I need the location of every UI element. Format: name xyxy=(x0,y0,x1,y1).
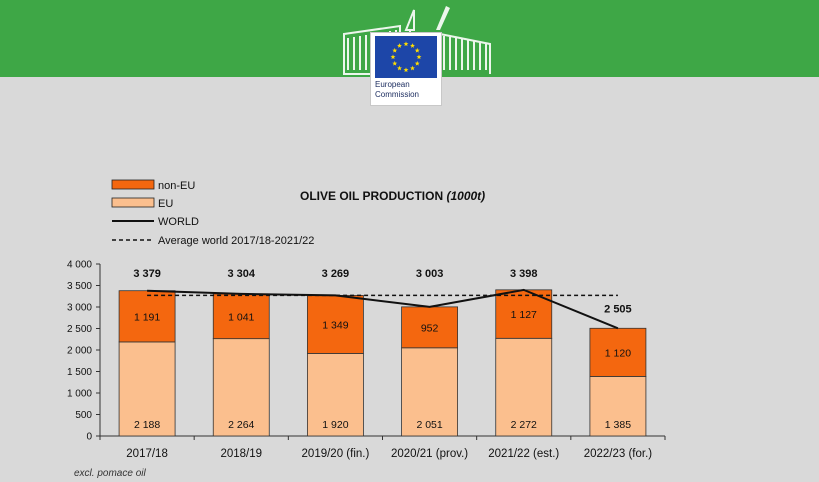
data-label-eu: 1 385 xyxy=(605,419,631,431)
data-label-eu: 2 188 xyxy=(134,419,160,431)
flag-star xyxy=(397,43,402,48)
flag-star xyxy=(410,43,415,48)
data-label-world: 3 379 xyxy=(133,268,161,280)
y-tick-label: 1 000 xyxy=(67,389,92,400)
data-label-non-eu: 1 041 xyxy=(228,311,254,323)
y-tick-label: 3 500 xyxy=(67,281,92,292)
flag-star xyxy=(403,67,409,73)
data-label-non-eu: 1 349 xyxy=(322,319,348,331)
flag-star xyxy=(392,47,398,53)
legend-swatch-non-eu xyxy=(111,179,155,190)
legend-label-average: Average world 2017/18-2021/22 xyxy=(158,235,314,247)
y-tick-label: 0 xyxy=(86,432,92,443)
data-label-world: 3 398 xyxy=(510,268,538,280)
flag-star xyxy=(403,41,409,47)
y-tick-label: 2 500 xyxy=(67,324,92,335)
y-tick-label: 3 000 xyxy=(67,303,92,314)
y-tick-label: 1 500 xyxy=(67,367,92,378)
chart-legend: non-EU EU WORLD Average world 2017/18-20… xyxy=(111,179,314,247)
flag-star xyxy=(416,54,422,60)
logo-card: European Commission xyxy=(370,32,442,106)
data-label-eu: 2 264 xyxy=(228,419,254,431)
bar-eu xyxy=(118,341,176,437)
flag-star xyxy=(410,65,415,71)
y-tick-label: 500 xyxy=(75,410,92,421)
flag-star xyxy=(390,54,396,60)
data-label-eu: 2 051 xyxy=(416,419,442,431)
bar-eu xyxy=(589,376,647,437)
data-label-world: 3 304 xyxy=(227,268,255,280)
data-label-world: 3 003 xyxy=(416,268,444,280)
data-label-non-eu: 952 xyxy=(421,322,439,334)
data-label-eu: 2 272 xyxy=(511,419,537,431)
chart-title: OLIVE OIL PRODUCTION (1000t) xyxy=(300,189,485,203)
world-line xyxy=(147,288,619,330)
x-tick-label: 2019/20 (fin.) xyxy=(302,448,370,460)
flag-star xyxy=(397,65,402,71)
bar-non-eu xyxy=(589,327,647,377)
data-label-non-eu: 1 127 xyxy=(511,309,537,321)
flag-star xyxy=(392,60,398,66)
data-label-non-eu: 1 120 xyxy=(605,347,631,359)
data-label-world: 2 505 xyxy=(604,303,632,315)
x-tick-label: 2020/21 (prov.) xyxy=(391,448,468,460)
bar-non-eu xyxy=(401,306,458,349)
eu-flag-icon xyxy=(375,36,437,78)
legend-label-non-eu: non-EU xyxy=(158,180,195,192)
x-tick-label: 2022/23 (for.) xyxy=(584,448,653,460)
x-tick-label: 2021/22 (est.) xyxy=(488,448,559,460)
x-tick-label: 2017/18 xyxy=(126,448,168,460)
chart-bars xyxy=(118,289,647,437)
bar-non-eu xyxy=(118,290,176,343)
y-tick-label: 4 000 xyxy=(67,260,92,271)
y-tick-label: 2 000 xyxy=(67,346,92,357)
footnote: excl. pomace oil xyxy=(74,468,146,479)
european-commission-logo: European Commission xyxy=(340,4,494,106)
bar-eu xyxy=(401,347,458,437)
logo-text: European Commission xyxy=(375,80,420,99)
legend-swatch-eu xyxy=(111,197,155,208)
chart-labels: 2 188 1 191 2 264 1 041 1 920 1 349 2 051 952 2 … xyxy=(133,268,631,431)
data-label-eu: 1 920 xyxy=(322,419,348,431)
legend-label-world: WORLD xyxy=(158,216,199,228)
chart-axes: 0 500 1 000 1 500 2 000 2 500 3 000 3 500 4 000 2… xyxy=(67,260,666,460)
bar-non-eu xyxy=(212,293,270,340)
data-label-non-eu: 1 191 xyxy=(134,311,160,323)
data-label-world: 3 269 xyxy=(322,268,350,280)
chart-lines xyxy=(147,288,619,330)
flag-star xyxy=(414,47,420,53)
bar-eu xyxy=(495,337,553,437)
bar-eu xyxy=(307,353,364,437)
legend-label-eu: EU xyxy=(158,198,173,210)
x-tick-label: 2018/19 xyxy=(220,448,262,460)
flag-star xyxy=(414,60,420,66)
